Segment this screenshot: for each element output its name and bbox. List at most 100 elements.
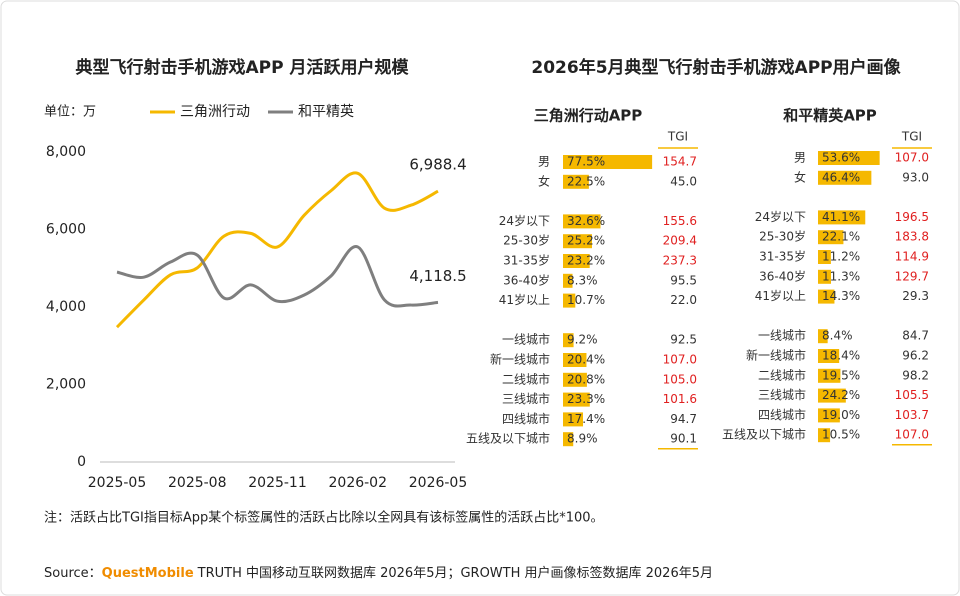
tgi-value: 95.5: [670, 273, 697, 287]
tgi-value: 107.0: [895, 428, 929, 442]
y-tick-label: 2,000: [46, 377, 86, 393]
tgi-value: 114.9: [895, 250, 929, 264]
tgi-value: 98.2: [902, 368, 929, 382]
row-label: 41岁以上: [755, 288, 806, 303]
tgi-value: 107.0: [663, 353, 697, 367]
pct-bar: [818, 428, 831, 443]
pct-bar: [818, 230, 844, 245]
tgi-header: TGI: [901, 130, 922, 144]
y-tick-label: 8,000: [46, 144, 86, 160]
tgi-value: 103.7: [895, 408, 929, 422]
row-label: 四线城市: [758, 407, 806, 422]
row-label: 25-30岁: [759, 229, 806, 244]
tgi-value: 209.4: [663, 234, 697, 248]
pct-bar: [563, 273, 573, 288]
row-label: 一线城市: [758, 328, 806, 343]
tgi-value: 105.5: [895, 388, 929, 402]
row-label: 五线及以下城市: [722, 427, 806, 442]
panel-title: 三角洲行动APP: [534, 107, 643, 125]
pct-bar: [563, 353, 587, 367]
line-series: [116, 245, 439, 308]
x-tick-label: 2026-02: [329, 475, 388, 491]
row-label: 五线及以下城市: [466, 431, 550, 446]
pct-label: 18.4%: [822, 349, 860, 363]
pct-label: 8.9%: [567, 432, 598, 446]
row-label: 新一线城市: [746, 348, 806, 363]
pct-bar: [563, 155, 653, 169]
tgi-value: 92.5: [670, 333, 697, 347]
pct-bar: [818, 349, 840, 363]
pct-label: 20.8%: [567, 372, 605, 386]
pct-label: 23.2%: [567, 254, 605, 268]
pct-bar: [818, 250, 831, 264]
pct-label: 20.4%: [567, 353, 605, 367]
tgi-value: 22.0: [670, 293, 697, 307]
source: Source：QuestMobile TRUTH 中国移动互联网数据库 2026年…: [44, 565, 713, 581]
x-tick-label: 2025-11: [248, 475, 307, 491]
row-label: 41岁以上: [499, 292, 550, 307]
pct-bar: [563, 392, 590, 407]
pct-label: 24.2%: [822, 388, 860, 402]
data-label: 4,118.5: [409, 267, 466, 285]
pct-bar: [563, 333, 574, 348]
row-label: 31-35岁: [503, 253, 550, 268]
pct-bar: [563, 293, 576, 308]
chart-title: 典型飞行射击手机游戏APP 月活跃用户规模: [76, 57, 410, 78]
pct-bar: [563, 412, 584, 427]
pct-bar: [818, 289, 835, 304]
pct-label: 8.3%: [567, 273, 598, 287]
pct-bar: [818, 329, 828, 344]
tgi-value: 84.7: [902, 329, 929, 343]
y-tick-label: 0: [77, 454, 86, 470]
pct-bar: [563, 174, 589, 189]
pct-bar: [818, 170, 872, 185]
pct-bar: [818, 408, 840, 423]
source-label: Source：: [44, 566, 102, 581]
row-label: 二线城市: [758, 367, 806, 382]
pct-label: 8.4%: [822, 329, 853, 343]
profile-title: 2026年5月典型飞行射击手机游戏APP用户画像: [531, 57, 901, 78]
row-label: 25-30岁: [503, 233, 550, 248]
panel-title: 和平精英APP: [783, 107, 877, 125]
tgi-value: 105.0: [663, 372, 697, 386]
row-label: 36-40岁: [503, 272, 550, 287]
pct-label: 10.7%: [567, 293, 605, 307]
row-label: 一线城市: [502, 332, 550, 347]
pct-bar: [563, 234, 592, 249]
pct-label: 17.4%: [567, 412, 605, 426]
row-label: 四线城市: [502, 411, 550, 426]
y-tick-label: 4,000: [46, 299, 86, 315]
pct-label: 22.1%: [822, 230, 860, 244]
tgi-value: 101.6: [663, 392, 697, 406]
pct-bar: [818, 151, 880, 165]
row-label: 36-40岁: [759, 268, 806, 283]
tgi-value: 96.2: [902, 349, 929, 363]
tgi-header: TGI: [667, 130, 688, 144]
pct-label: 53.6%: [822, 151, 860, 165]
tgi-value: 93.0: [902, 170, 929, 184]
pct-bar: [818, 388, 846, 403]
row-label: 24岁以下: [755, 209, 806, 224]
tgi-value: 155.6: [663, 214, 697, 228]
legend-label: 三角洲行动: [180, 104, 250, 120]
row-label: 女: [794, 169, 806, 184]
pct-label: 32.6%: [567, 214, 605, 228]
tgi-value: 45.0: [670, 174, 697, 188]
pct-label: 10.5%: [822, 428, 860, 442]
row-label: 女: [538, 173, 550, 188]
pct-label: 19.0%: [822, 408, 860, 422]
data-label: 6,988.4: [409, 156, 466, 174]
tgi-value: 154.7: [663, 155, 697, 169]
tgi-value: 94.7: [670, 412, 697, 426]
line-series: [115, 171, 439, 329]
unit-label: 单位：万: [44, 105, 96, 120]
pct-bar: [818, 210, 866, 225]
x-tick-label: 2025-05: [88, 475, 147, 491]
pct-label: 11.2%: [822, 250, 860, 264]
tgi-value: 90.1: [670, 432, 697, 446]
pct-bar: [818, 368, 841, 383]
tgi-value: 29.3: [902, 289, 929, 303]
note: 注：活跃占比TGI指目标App某个标签属性的活跃占比除以全网具有该标签属性的活跃…: [44, 510, 604, 526]
row-label: 24岁以下: [499, 213, 550, 228]
pct-label: 11.3%: [822, 269, 860, 283]
